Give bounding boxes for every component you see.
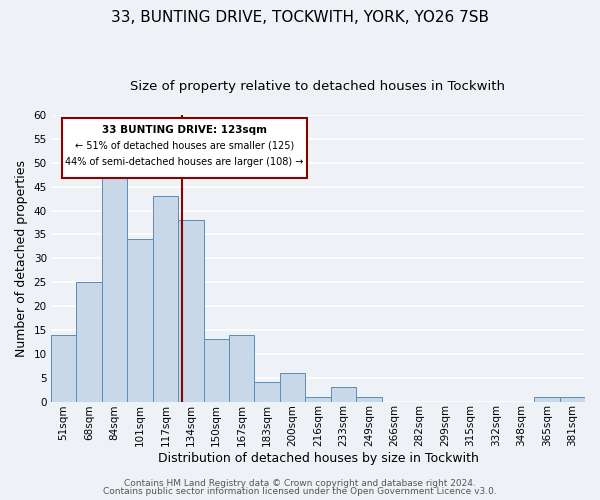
Bar <box>331 387 356 402</box>
Text: 33 BUNTING DRIVE: 123sqm: 33 BUNTING DRIVE: 123sqm <box>102 125 267 135</box>
Text: 44% of semi-detached houses are larger (108) →: 44% of semi-detached houses are larger (… <box>65 156 304 166</box>
Bar <box>356 397 382 402</box>
Bar <box>76 282 102 402</box>
Bar <box>280 373 305 402</box>
Bar <box>534 397 560 402</box>
Bar <box>102 172 127 402</box>
Bar <box>203 340 229 402</box>
Bar <box>305 397 331 402</box>
X-axis label: Distribution of detached houses by size in Tockwith: Distribution of detached houses by size … <box>158 452 478 465</box>
FancyBboxPatch shape <box>62 118 307 178</box>
Text: Contains public sector information licensed under the Open Government Licence v3: Contains public sector information licen… <box>103 487 497 496</box>
Bar <box>51 334 76 402</box>
Bar <box>152 196 178 402</box>
Text: Contains HM Land Registry data © Crown copyright and database right 2024.: Contains HM Land Registry data © Crown c… <box>124 478 476 488</box>
Text: ← 51% of detached houses are smaller (125): ← 51% of detached houses are smaller (12… <box>75 141 294 151</box>
Y-axis label: Number of detached properties: Number of detached properties <box>15 160 28 357</box>
Bar <box>178 220 203 402</box>
Bar <box>254 382 280 402</box>
Bar <box>229 334 254 402</box>
Bar <box>127 239 152 402</box>
Bar <box>560 397 585 402</box>
Text: 33, BUNTING DRIVE, TOCKWITH, YORK, YO26 7SB: 33, BUNTING DRIVE, TOCKWITH, YORK, YO26 … <box>111 10 489 25</box>
Title: Size of property relative to detached houses in Tockwith: Size of property relative to detached ho… <box>130 80 505 93</box>
